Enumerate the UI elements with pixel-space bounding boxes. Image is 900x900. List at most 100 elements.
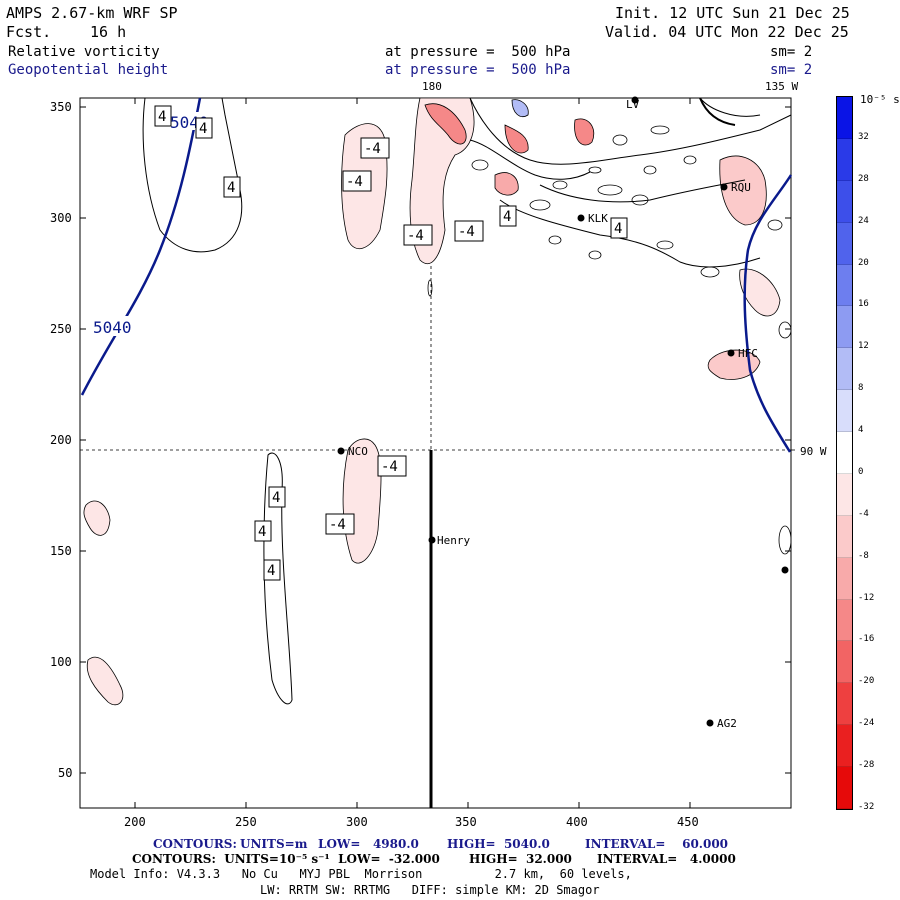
- svg-text:HFC: HFC: [738, 347, 758, 360]
- colorbar-tick: 12: [858, 341, 869, 352]
- station-henry: Henry: [428, 534, 470, 547]
- colorbar-cell: [837, 725, 852, 768]
- svg-text:KLK: KLK: [588, 212, 608, 225]
- colorbar-tick: -4: [858, 508, 869, 519]
- colorbar-tick: 28: [858, 173, 869, 184]
- colorbar-unit: 10⁻⁵ s⁻¹: [860, 93, 900, 106]
- svg-text:4: 4: [503, 209, 511, 225]
- small-vorticity-cells: [427, 125, 792, 555]
- vort-label-box: 4: [195, 117, 213, 139]
- svg-text:4: 4: [199, 121, 207, 137]
- svg-text:LV: LV: [626, 98, 640, 111]
- colorbar-tick: 20: [858, 257, 869, 268]
- model-title: AMPS 2.67-km WRF SP: [6, 4, 178, 22]
- vort-region: [86, 656, 124, 706]
- colorbar-cell: [837, 390, 852, 433]
- vort-label-box: 4: [263, 559, 281, 581]
- colorbar-tick: -28: [858, 760, 875, 771]
- colorbar-cell: [837, 348, 852, 391]
- stations: NCO Henry KLK RQU HFC AG2 LV: [337, 96, 789, 730]
- init-time: Init. 12 UTC Sun 21 Dec 25: [615, 4, 850, 22]
- top-label-135w: 135 W: [765, 80, 798, 93]
- svg-text:-4: -4: [458, 224, 475, 240]
- vort-region: [511, 99, 529, 117]
- contours1-high: HIGH= 5040.0: [447, 837, 550, 851]
- forecast-label: Fcst.: [6, 23, 52, 41]
- colorbar-tick: 16: [858, 299, 869, 310]
- vort-region: [424, 103, 467, 145]
- vort-label-box: 4: [223, 176, 241, 198]
- colorbar-cell: [837, 138, 852, 181]
- field1-smoothing: sm= 2: [770, 44, 813, 60]
- model-info-line1: Model Info: V4.3.3 No Cu MYJ PBL Morriso…: [90, 867, 632, 881]
- vort-label-box: 4: [254, 520, 272, 542]
- station-rqu: RQU: [720, 181, 751, 194]
- colorbar-cell: [837, 473, 852, 516]
- colorbar-tick: -8: [858, 550, 869, 561]
- svg-text:-4: -4: [407, 228, 424, 244]
- vort-label-box: -4: [403, 224, 433, 246]
- top-label-180: 180: [422, 80, 442, 93]
- field2-name: Geopotential height: [8, 62, 169, 78]
- vort-label-box: -4: [377, 455, 407, 477]
- svg-text:4: 4: [267, 563, 275, 579]
- vort-label-box: 4: [499, 205, 517, 227]
- vort-label-box: -4: [360, 137, 390, 159]
- vort-label-box: 4: [154, 105, 172, 127]
- colorbar-tick: 8: [858, 383, 864, 394]
- colorbar-cell: [837, 97, 852, 139]
- y-tick-label: 350: [50, 100, 72, 114]
- station-lv: LV: [626, 96, 640, 111]
- colorbar-tick: -16: [858, 634, 875, 645]
- colorbar-tick: -20: [858, 676, 875, 687]
- colorbar-tick-labels: 32 28 24 20 16 12 8 4 0 -4 -8 -12 -16 -20 -24 -28 -32: [856, 96, 896, 812]
- colorbar-scale: [836, 96, 853, 810]
- colorbar-cell: [837, 557, 852, 600]
- y-tick-label: 50: [58, 766, 72, 780]
- colorbar-tick: 4: [858, 425, 864, 436]
- field1-level: at pressure = 500 hPa: [385, 44, 571, 60]
- contours2-line: CONTOURS: UNITS=10⁻⁵ s⁻¹ LOW= -32.000 HI…: [132, 852, 736, 866]
- station-nco: NCO: [337, 445, 368, 458]
- vort-label-box: 4: [610, 217, 628, 239]
- height-contour-5040-west: [80, 97, 202, 396]
- vort-region: [707, 349, 761, 380]
- colorbar-tick: 32: [858, 131, 869, 142]
- vort-region: [739, 268, 781, 317]
- field2-level: at pressure = 500 hPa: [385, 62, 571, 78]
- contours1-prefix: CONTOURS:: [153, 837, 237, 851]
- model-info-line2: LW: RRTM SW: RRTMG DIFF: simple KM: 2D S…: [260, 883, 600, 897]
- height-label: 5040: [93, 318, 132, 337]
- vort-region: [83, 500, 111, 536]
- svg-text:-4: -4: [329, 517, 346, 533]
- svg-text:4: 4: [614, 221, 622, 237]
- colorbar-tick: -12: [858, 592, 875, 603]
- contours1-units: UNITS=m: [240, 837, 308, 851]
- colorbar-tick: 0: [858, 466, 864, 477]
- y-tick-label: 250: [50, 322, 72, 336]
- svg-text:-4: -4: [381, 459, 398, 475]
- x-axis: 200 250 300 350 400 450: [124, 98, 699, 829]
- x-tick-label: 350: [455, 815, 477, 829]
- height-contour-black: [699, 97, 736, 126]
- colorbar-cell: [837, 641, 852, 684]
- height-contour-5040-east: [743, 174, 793, 453]
- colorbar-tick: -24: [858, 718, 875, 729]
- contours1-interval: INTERVAL= 60.000: [585, 837, 729, 851]
- y-tick-label: 150: [50, 544, 72, 558]
- colorbar-cell: [837, 432, 852, 474]
- vort-region: [719, 155, 767, 226]
- vort-region: [494, 172, 519, 196]
- station-hfc: HFC: [727, 347, 758, 360]
- svg-text:AG2: AG2: [717, 717, 737, 730]
- contours1-low: LOW= 4980.0: [318, 837, 419, 851]
- vort-label-box: -4: [342, 170, 372, 192]
- forecast-hour: 16 h: [90, 23, 127, 41]
- colorbar-cell: [837, 683, 852, 726]
- svg-text:4: 4: [258, 524, 266, 540]
- station-ag2: AG2: [706, 717, 737, 730]
- colorbar-cell: [837, 264, 852, 307]
- colorbar-tick: -32: [858, 802, 875, 812]
- svg-text:-4: -4: [364, 141, 381, 157]
